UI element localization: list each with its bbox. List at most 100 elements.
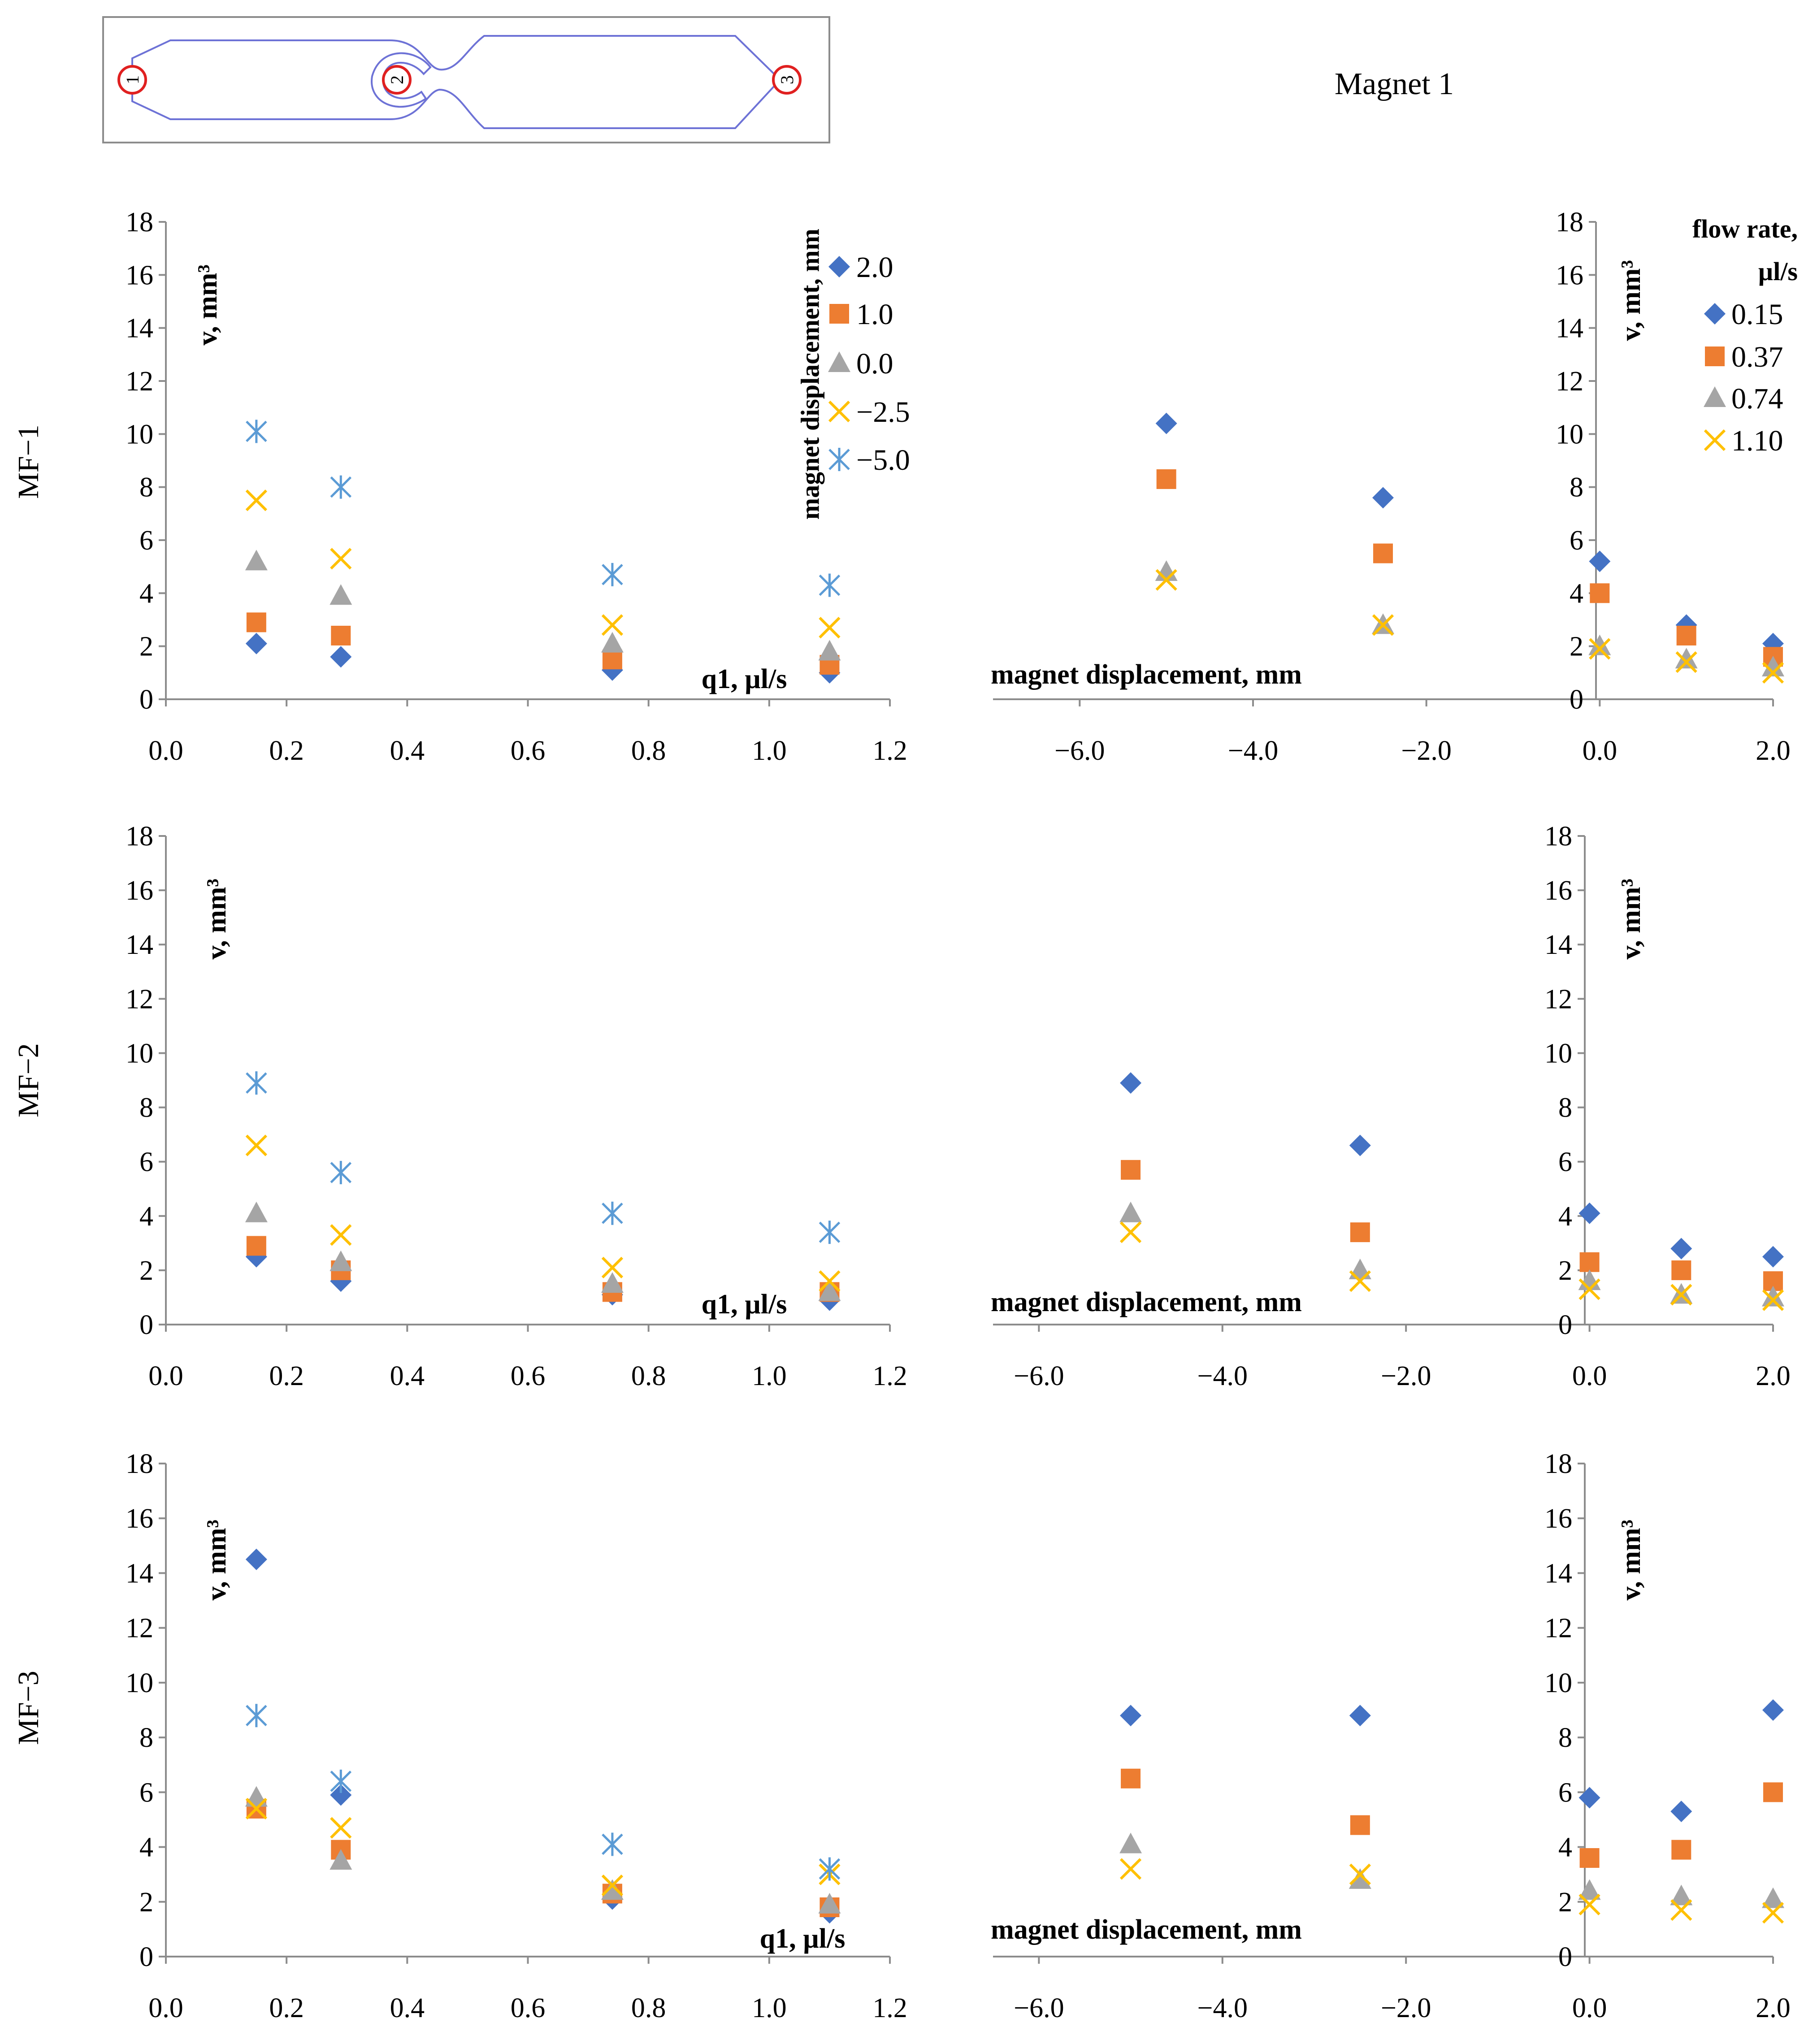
y-tick-label: 4	[1558, 1832, 1572, 1863]
data-point-x	[819, 617, 841, 639]
data-point-x	[1762, 662, 1784, 684]
x-tick-label: 0.6	[511, 1361, 546, 1391]
legend-right-label: 0.37	[1731, 341, 1783, 373]
y-tick-label: 4	[1558, 1201, 1572, 1232]
legend-right-marker-x	[1704, 429, 1726, 451]
data-point-diamond	[1670, 1801, 1692, 1823]
legend-left-marker-star	[828, 448, 850, 471]
figure-title: Magnet 1	[1335, 67, 1454, 101]
channel-outline	[131, 35, 781, 129]
y-tick-label: 16	[126, 260, 153, 290]
data-point-diamond	[1120, 1705, 1142, 1727]
data-point-x	[601, 1874, 624, 1897]
data-point-triangle	[245, 550, 268, 571]
data-point-star	[602, 563, 623, 586]
x-tick-label: 2.0	[1756, 736, 1791, 766]
y-tick-label: 10	[126, 1668, 153, 1698]
row-label: MF−2	[12, 1043, 45, 1117]
y-axis-label: v, mm³	[201, 1520, 232, 1600]
legend-left-label: −2.5	[856, 396, 910, 429]
schematic-frame	[102, 16, 830, 143]
data-point-diamond	[1578, 1202, 1600, 1224]
y-tick-label: 18	[126, 207, 153, 238]
data-point-x	[1372, 614, 1394, 636]
legend-left-marker-triangle	[828, 351, 850, 372]
y-tick-label: 2	[1558, 1256, 1572, 1286]
y-tick-label: 18	[1556, 207, 1583, 238]
x-tick-label: −2.0	[1401, 736, 1451, 766]
y-axis-label: v, mm³	[1616, 879, 1646, 959]
x-tick-label: −4.0	[1228, 736, 1278, 766]
data-point-star	[246, 420, 267, 443]
x-tick-label: 0.8	[631, 736, 666, 766]
data-point-triangle	[601, 1272, 624, 1293]
y-tick-label: 0	[139, 684, 153, 715]
data-point-square	[1676, 626, 1696, 645]
x-tick-label: 0.2	[269, 736, 304, 766]
data-point-triangle	[818, 1280, 841, 1301]
y-tick-label: 10	[126, 419, 153, 450]
y-tick-label: 6	[1558, 1147, 1572, 1178]
y-tick-label: 2	[139, 632, 153, 662]
data-point-square	[246, 612, 266, 632]
data-point-x	[1119, 1858, 1142, 1880]
x-axis-label: magnet displacement, mm	[991, 1914, 1302, 1945]
data-point-triangle	[1762, 1887, 1784, 1908]
x-tick-label: 0.8	[631, 1361, 666, 1391]
data-point-diamond	[1372, 487, 1394, 509]
legend-right-label: 1.10	[1731, 424, 1783, 457]
y-tick-label: 2	[1570, 632, 1583, 662]
x-axis-label: q1, µl/s	[702, 1289, 787, 1320]
port-3-label: 3	[777, 75, 797, 84]
data-point-triangle	[1119, 1201, 1142, 1222]
data-point-x	[1578, 1278, 1600, 1300]
x-tick-label: 1.2	[872, 1993, 907, 2023]
legend-left-marker-square	[829, 304, 849, 324]
data-point-square	[1350, 1815, 1370, 1835]
data-point-square	[1671, 1840, 1691, 1860]
data-point-diamond	[1155, 412, 1177, 434]
y-tick-label: 0	[1558, 1310, 1572, 1340]
legend-left-label: −5.0	[856, 444, 910, 476]
row-label: MF−3	[12, 1671, 45, 1745]
legend-left-title: magnet displacement, mm	[796, 229, 825, 520]
y-tick-label: 2	[139, 1256, 153, 1286]
x-tick-label: 0.0	[1572, 1993, 1607, 2023]
x-tick-label: 0.0	[148, 1993, 183, 2023]
x-tick-label: −6.0	[1014, 1361, 1064, 1391]
data-point-square	[1373, 543, 1393, 563]
x-tick-label: −6.0	[1014, 1993, 1064, 2023]
y-tick-label: 12	[1556, 366, 1583, 397]
data-point-diamond	[1589, 550, 1611, 572]
data-point-triangle	[818, 1892, 841, 1914]
x-axis-label: magnet displacement, mm	[991, 1287, 1302, 1317]
data-point-star	[246, 1071, 267, 1095]
data-point-triangle	[601, 1879, 624, 1900]
port-3-circle	[772, 65, 802, 95]
y-tick-label: 16	[1544, 1503, 1572, 1534]
data-point-diamond	[330, 1784, 352, 1806]
legend-right-title-line1: flow rate,	[1692, 214, 1798, 243]
y-axis-label: v, mm³	[1616, 260, 1646, 341]
y-tick-label: 12	[126, 1613, 153, 1644]
data-point-diamond	[245, 632, 267, 654]
x-tick-label: 2.0	[1756, 1993, 1791, 2023]
data-point-diamond	[330, 646, 352, 668]
port-1-label: 1	[122, 75, 143, 84]
y-tick-label: 8	[1558, 1093, 1572, 1123]
chart-MF−2-right: 0 2 4 6 8 10 12 14 16 18 −6.0 −4.0 −2.0 0.0 2.0 magnet …	[991, 821, 1791, 1391]
y-tick-label: 16	[126, 875, 153, 906]
x-axis-label: q1, µl/s	[702, 664, 787, 694]
chart-MF−2-left: 0 2 4 6 8 10 12 14 16 18 0.0 0.2 0.4 0.6 0.8 1.0 1.2 q1, …	[126, 821, 907, 1391]
legend-right-marker-square	[1705, 346, 1725, 366]
data-point-square	[1156, 469, 1176, 489]
x-tick-label: 0.4	[390, 1361, 425, 1391]
data-point-diamond	[1349, 1135, 1371, 1156]
data-point-triangle	[330, 1849, 352, 1870]
y-tick-label: 12	[126, 984, 153, 1014]
data-point-triangle	[245, 1201, 268, 1222]
data-point-square	[1763, 1782, 1783, 1802]
data-point-square	[1579, 1848, 1600, 1868]
